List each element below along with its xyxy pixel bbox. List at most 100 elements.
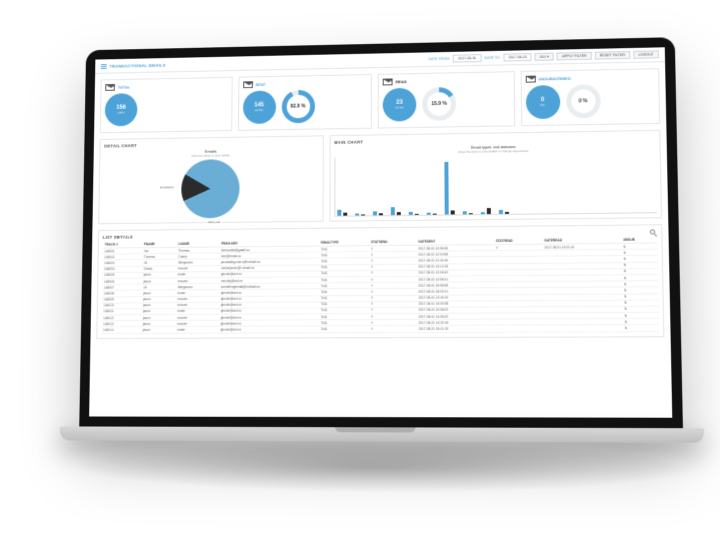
table-cell bbox=[494, 325, 543, 331]
chart-bar[interactable] bbox=[355, 214, 359, 216]
chart-bar[interactable] bbox=[379, 213, 383, 215]
chart-bar[interactable] bbox=[462, 211, 466, 214]
pie-label-left: Emails|n|d bbox=[160, 185, 173, 189]
table-cell bbox=[494, 269, 543, 276]
chart-bar[interactable] bbox=[373, 211, 377, 215]
table-cell: 2017-08-01 15:00:38 bbox=[416, 301, 494, 308]
table-header-cell[interactable]: STATREAD bbox=[494, 238, 543, 245]
date-from-label: DATE FROM: bbox=[428, 57, 450, 61]
main-bar-chart[interactable]: OPENEDFAILEDUNSUBSCRIBED bbox=[334, 153, 657, 217]
envelope-icon bbox=[243, 81, 253, 88]
card-donut: 0 % bbox=[566, 84, 601, 118]
dashboard-screen: TRANSACTIONAL EMAILS DATE FROM: 2017-08-… bbox=[89, 47, 672, 417]
chart-bar[interactable] bbox=[499, 210, 503, 214]
filter-bar: DATE FROM: 2017-08-01 DATE TO: 2017-08-0… bbox=[428, 50, 658, 63]
detail-chart-panel: DETAIL CHART Emails Click the slices to … bbox=[98, 135, 323, 224]
table-cell bbox=[494, 313, 543, 319]
chart-bar[interactable] bbox=[505, 212, 509, 214]
card-value-circle: 14592.9% bbox=[242, 90, 275, 124]
chart-bar[interactable] bbox=[450, 211, 454, 215]
legend-swatch bbox=[669, 173, 673, 177]
summary-card-unsubscribed[interactable]: UNSUBSCRIBED 00% 0 % bbox=[520, 68, 660, 126]
chart-bar[interactable] bbox=[391, 207, 395, 215]
table-cell: N bbox=[622, 300, 659, 307]
chart-bar[interactable] bbox=[426, 213, 430, 215]
chart-bar[interactable] bbox=[343, 213, 347, 216]
table-cell bbox=[543, 306, 622, 313]
menu-icon[interactable] bbox=[101, 64, 107, 69]
table-cell bbox=[494, 263, 543, 270]
main-chart-legend: OPENEDFAILEDUNSUBSCRIBED bbox=[668, 162, 672, 177]
card-title: UNSUBSCRIBED bbox=[538, 76, 571, 82]
table-cell: N bbox=[622, 287, 659, 294]
chart-bar[interactable] bbox=[361, 214, 365, 215]
legend-item: OPENED bbox=[668, 162, 672, 166]
chart-bar[interactable] bbox=[408, 212, 412, 215]
chart-bar[interactable] bbox=[468, 213, 472, 214]
table-cell: TNS bbox=[319, 314, 369, 320]
table-cell bbox=[543, 319, 622, 326]
table-cell bbox=[494, 281, 543, 288]
table-cell: 148014 bbox=[101, 327, 141, 333]
legend-swatch bbox=[668, 168, 672, 172]
table-cell bbox=[543, 268, 622, 275]
date-to-input[interactable]: 2017-08-03 bbox=[503, 53, 531, 61]
summary-card-sent[interactable]: SENT 14592.9% 92.9 % bbox=[238, 74, 372, 131]
table-cell bbox=[543, 287, 622, 294]
logout-button[interactable]: LOGOUT bbox=[633, 50, 659, 58]
table-cell: jason bbox=[141, 327, 176, 333]
card-value-circle: 2315.9% bbox=[383, 88, 417, 122]
search-icon[interactable] bbox=[650, 229, 655, 234]
table-cell: Y bbox=[369, 270, 416, 277]
table-cell bbox=[494, 275, 543, 282]
table-cell: 2017-08-01 12:56:36 bbox=[416, 245, 494, 252]
table-cell bbox=[494, 250, 543, 257]
table-cell: TNS bbox=[319, 320, 369, 326]
summary-card-read[interactable]: READ 2315.9% 15.9 % bbox=[378, 71, 515, 128]
card-donut: 92.9 % bbox=[281, 90, 314, 124]
card-title: TOTAL bbox=[118, 85, 130, 90]
chart-bar[interactable] bbox=[481, 212, 485, 214]
table-cell: N bbox=[622, 281, 659, 288]
table-cell: 2017-08-01 18:00:21 bbox=[416, 288, 494, 295]
table-cell: N bbox=[622, 312, 659, 318]
apply-filter-button[interactable]: APPLY FILTER bbox=[557, 52, 592, 61]
chart-bar[interactable] bbox=[444, 162, 448, 215]
chart-bar[interactable] bbox=[337, 210, 341, 216]
table-cell: N bbox=[622, 325, 659, 331]
table-cell: 2017-08-01 13:01:10 bbox=[542, 243, 621, 250]
list-details-panel: LIST DETAILS TRACK #FNAMELNAMEEMAILADDEM… bbox=[96, 224, 664, 338]
chart-bar[interactable] bbox=[432, 214, 436, 215]
chart-bar[interactable] bbox=[397, 212, 401, 215]
filter-all-dropdown[interactable]: ALL ▾ bbox=[535, 53, 554, 61]
chart-bar[interactable] bbox=[414, 214, 418, 215]
table-cell: N bbox=[621, 243, 657, 250]
table-cell: N bbox=[622, 319, 659, 325]
table-cell bbox=[494, 300, 543, 307]
chart-bar[interactable] bbox=[487, 208, 491, 214]
list-table: TRACK #FNAMELNAMEEMAILADDEMAILTYPESTATSE… bbox=[101, 236, 659, 333]
table-cell bbox=[543, 262, 622, 269]
date-from-input[interactable]: 2017-08-01 bbox=[453, 54, 481, 62]
table-cell: 2017-08-01 16:56:58 bbox=[416, 282, 494, 289]
table-cell: Y bbox=[494, 244, 543, 251]
table-cell: 2017-08-01 14:32:15 bbox=[417, 319, 495, 326]
table-header-cell[interactable]: UNSUB bbox=[621, 236, 657, 243]
date-to-label: DATE TO: bbox=[484, 56, 500, 60]
table-cell: N bbox=[621, 256, 657, 263]
table-cell bbox=[494, 288, 543, 295]
table-cell: 2017-08-01 13:40:10 bbox=[416, 294, 494, 301]
card-donut-label: 15.9 % bbox=[427, 92, 451, 116]
summary-card-total[interactable]: TOTAL 156100% bbox=[100, 77, 232, 133]
table-cell: 2017-08-01 14:06:22 bbox=[417, 313, 495, 320]
table-row[interactable]: 148014jasonmaiergbcole@aol.coTNSY2017-08… bbox=[101, 325, 659, 333]
table-header-cell[interactable]: DATEREAD bbox=[542, 237, 621, 244]
table-cell: N bbox=[622, 268, 658, 275]
detail-pie-chart[interactable]: Emails|n|d other_sel bbox=[181, 159, 240, 218]
table-cell: Y bbox=[369, 326, 417, 332]
table-cell bbox=[542, 256, 621, 263]
reset-filter-button[interactable]: RESET FILTER bbox=[595, 51, 631, 60]
table-header-cell[interactable]: DATESENT bbox=[416, 238, 494, 245]
envelope-icon bbox=[105, 84, 115, 91]
table-cell bbox=[494, 294, 543, 301]
